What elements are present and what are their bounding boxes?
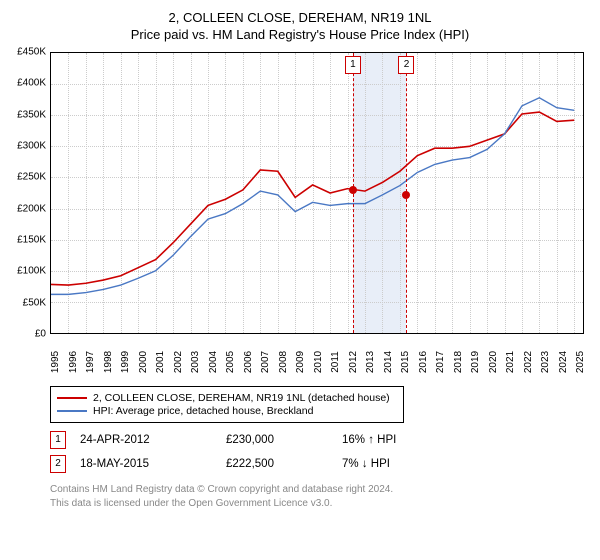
legend-swatch: [57, 410, 87, 412]
footer: Contains HM Land Registry data © Crown c…: [50, 483, 590, 510]
x-tick-label: 2018: [453, 351, 464, 373]
header: 2, COLLEEN CLOSE, DEREHAM, NR19 1NL Pric…: [0, 0, 600, 48]
sale-dot: [349, 186, 357, 194]
legend-swatch: [57, 397, 87, 399]
x-tick-label: 2002: [173, 351, 184, 373]
x-tick-label: 2005: [225, 351, 236, 373]
legend-label: 2, COLLEEN CLOSE, DEREHAM, NR19 1NL (det…: [93, 392, 390, 404]
x-tick-label: 2013: [365, 351, 376, 373]
x-tick-label: 2023: [540, 351, 551, 373]
sale-row: 2 18-MAY-2015 £222,500 7% ↓ HPI: [50, 455, 590, 473]
sale-date: 24-APR-2012: [80, 434, 220, 446]
x-tick-label: 2015: [400, 351, 411, 373]
y-tick-label: £0: [35, 329, 46, 340]
x-tick-label: 1995: [50, 351, 61, 373]
footer-line2: This data is licensed under the Open Gov…: [50, 497, 590, 511]
plot-area: 12: [50, 52, 584, 334]
sale-marker-box: 1: [345, 56, 361, 74]
series-hpi: [51, 98, 574, 295]
x-tick-label: 2016: [418, 351, 429, 373]
y-tick-label: £100K: [17, 266, 46, 277]
footer-line1: Contains HM Land Registry data © Crown c…: [50, 483, 590, 497]
sales-table: 1 24-APR-2012 £230,000 16% ↑ HPI 2 18-MAY-201…: [50, 431, 590, 473]
x-tick-label: 2011: [330, 351, 341, 373]
series-property: [51, 112, 574, 285]
y-tick-label: £400K: [17, 78, 46, 89]
x-tick-label: 2003: [190, 351, 201, 373]
y-tick-label: £300K: [17, 141, 46, 152]
sale-date: 18-MAY-2015: [80, 458, 220, 470]
y-tick-label: £200K: [17, 203, 46, 214]
chart-container: 2, COLLEEN CLOSE, DEREHAM, NR19 1NL Pric…: [0, 0, 600, 510]
x-tick-label: 1999: [120, 351, 131, 373]
x-tick-label: 1998: [103, 351, 114, 373]
sale-price: £230,000: [226, 434, 336, 446]
sale-marker-box: 2: [398, 56, 414, 74]
sale-row: 1 24-APR-2012 £230,000 16% ↑ HPI: [50, 431, 590, 449]
x-tick-label: 2009: [295, 351, 306, 373]
x-tick-label: 2017: [435, 351, 446, 373]
x-tick-label: 2012: [348, 351, 359, 373]
sale-delta: 16% ↑ HPI: [342, 434, 452, 446]
x-tick-label: 2024: [558, 351, 569, 373]
sale-price: £222,500: [226, 458, 336, 470]
x-tick-label: 2010: [313, 351, 324, 373]
x-tick-label: 2004: [208, 351, 219, 373]
y-axis-labels: £0£50K£100K£150K£200K£250K£300K£350K£400…: [10, 52, 48, 334]
page-subtitle: Price paid vs. HM Land Registry's House …: [0, 27, 600, 42]
chart: £0 £50K £100K £150K £200K £250K £300K £350K £400…: [10, 52, 590, 382]
sale-delta: 7% ↓ HPI: [342, 458, 452, 470]
x-tick-label: 2019: [470, 351, 481, 373]
x-tick-label: 2000: [138, 351, 149, 373]
legend-row: HPI: Average price, detached house, Brec…: [57, 405, 397, 417]
y-tick-label: £250K: [17, 172, 46, 183]
sale-marker-icon: 1: [50, 431, 66, 449]
x-tick-label: 2022: [523, 351, 534, 373]
legend: 2, COLLEEN CLOSE, DEREHAM, NR19 1NL (det…: [50, 386, 404, 423]
x-axis-labels: 1995 1996 1997 1998 1999 2000 2001 2002 2003 2004…: [50, 334, 584, 382]
y-tick-label: £50K: [23, 297, 46, 308]
x-tick-label: 2008: [278, 351, 289, 373]
x-tick-label: 2020: [488, 351, 499, 373]
x-tick-label: 2014: [383, 351, 394, 373]
x-tick-label: 2007: [260, 351, 271, 373]
y-tick-label: £450K: [17, 47, 46, 58]
x-tick-label: 2025: [575, 351, 586, 373]
page-title: 2, COLLEEN CLOSE, DEREHAM, NR19 1NL: [0, 10, 600, 25]
x-tick-label: 2001: [155, 351, 166, 373]
sale-marker-icon: 2: [50, 455, 66, 473]
legend-row: 2, COLLEEN CLOSE, DEREHAM, NR19 1NL (det…: [57, 392, 397, 404]
x-tick-label: 1997: [85, 351, 96, 373]
legend-label: HPI: Average price, detached house, Brec…: [93, 405, 313, 417]
x-tick-label: 1996: [68, 351, 79, 373]
y-tick-label: £350K: [17, 109, 46, 120]
x-tick-label: 2006: [243, 351, 254, 373]
y-tick-label: £150K: [17, 235, 46, 246]
sale-dot: [402, 191, 410, 199]
x-tick-label: 2021: [505, 351, 516, 373]
lines-svg: [51, 53, 583, 333]
